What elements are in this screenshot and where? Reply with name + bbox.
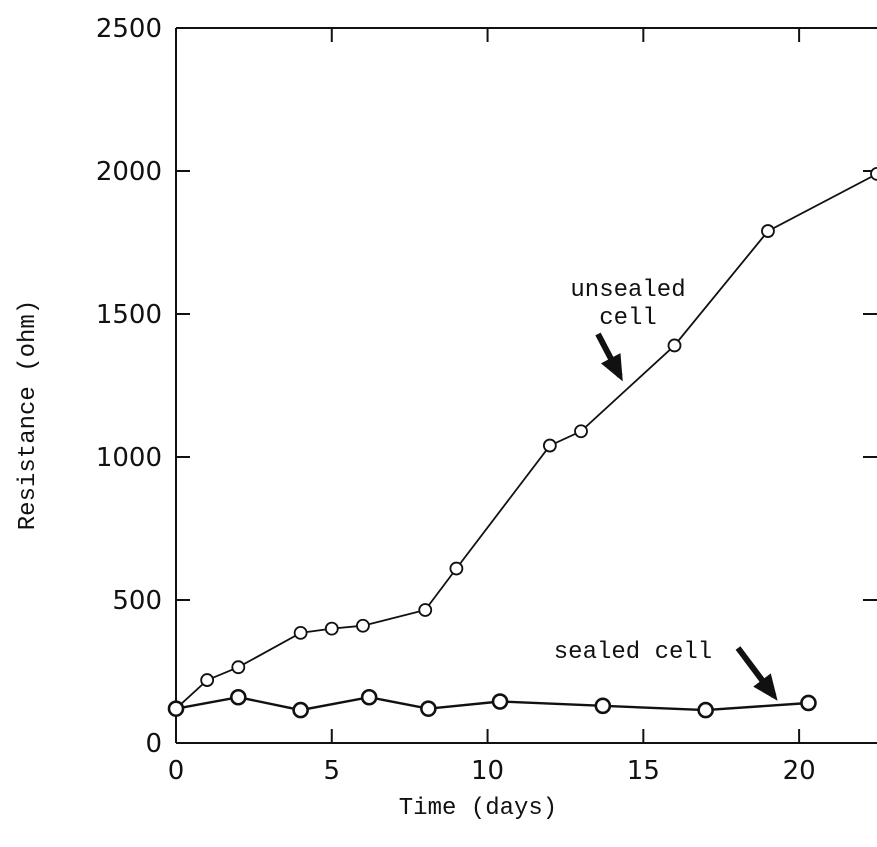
y-tick-label: 2500 [96,14,162,44]
data-point-unsealed [542,438,557,453]
x-tick-label: 5 [324,756,341,786]
data-point-sealed [594,697,612,715]
y-tick-label: 500 [112,586,162,616]
data-point-sealed [167,700,185,717]
data-point-unsealed [324,621,339,636]
data-point-unsealed [293,625,308,640]
y-tick-label: 1000 [96,443,162,473]
data-point-unsealed [200,673,215,687]
y-tick-label: 0 [145,729,162,759]
series-line-unsealed [175,173,877,710]
data-point-sealed [292,701,309,719]
x-tick-label: 10 [471,756,504,786]
x-tick-label: 20 [783,756,816,786]
annotation-sealed: sealed cell [554,639,778,701]
data-point-sealed [800,694,817,712]
y-axis-ticks: 0 500 1000 1500 2000 2500 [96,14,877,759]
data-point-unsealed [418,603,433,617]
y-axis-title: Resistance (ohm) [15,300,42,530]
data-point-sealed [360,688,378,706]
data-point-unsealed [449,561,464,576]
arrow-head-unsealed [600,353,623,382]
data-point-unsealed [870,166,877,181]
plot-frame [175,27,877,744]
x-tick-label: 15 [627,756,660,786]
arrow-head-sealed [753,673,778,701]
data-point-unsealed [231,660,246,675]
x-axis-ticks: 0 5 10 15 20 [168,28,816,786]
data-point-sealed [420,700,437,717]
data-point-unsealed [356,618,370,633]
x-tick-label: 0 [168,756,185,786]
data-point-sealed [697,701,714,719]
data-point-sealed [491,693,509,710]
y-tick-label: 1500 [96,300,162,330]
annotation-text-sealed: sealed cell [554,639,712,666]
series-layer [167,166,877,719]
series-unsealed [169,166,877,716]
x-axis-title: Time (days) [399,795,557,822]
data-point-sealed [230,688,247,706]
y-tick-label: 2000 [96,157,162,187]
annotation-text-unsealed: unsealed [570,277,685,304]
series-sealed [167,688,817,719]
data-point-unsealed [667,338,682,353]
data-point-unsealed [761,224,775,238]
annotation-text-unsealed: cell [599,305,657,332]
data-point-unsealed [574,424,588,439]
